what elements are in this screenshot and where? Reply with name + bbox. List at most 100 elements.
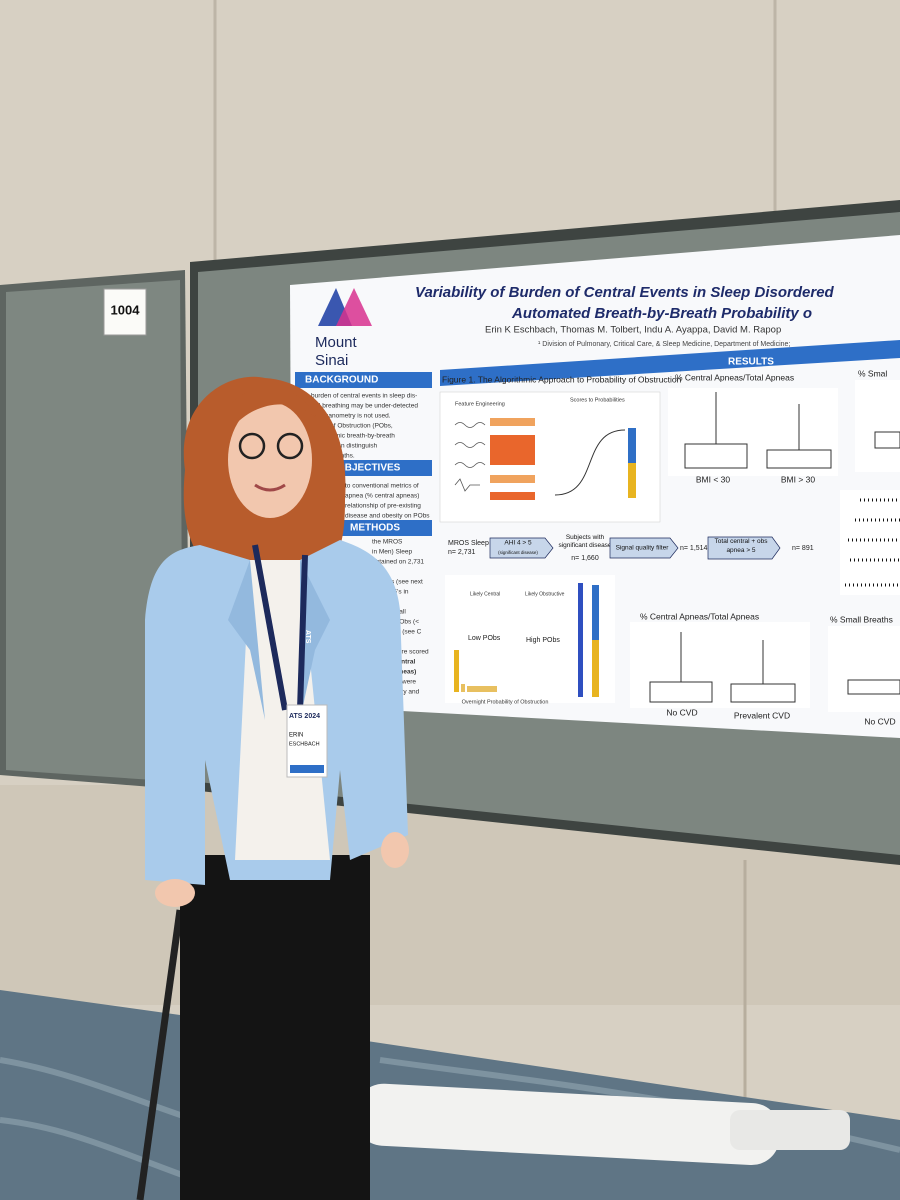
category-label: BMI > 30: [781, 474, 816, 484]
hist-bar: [461, 684, 465, 692]
logo-text: Mount: [315, 334, 358, 351]
text-line: apnea (% central apneas): [345, 493, 419, 500]
box: [847, 679, 900, 695]
hist-label: Likely Central: [470, 591, 500, 597]
badge-strip: [290, 765, 324, 773]
chart-frame: [855, 380, 900, 472]
flow-n: n= 2,731: [448, 549, 476, 556]
hist-label: High PObs: [526, 637, 560, 644]
hist-bar: [578, 583, 583, 697]
flow-box: Subjects with significant disease: [558, 534, 612, 549]
trousers: [180, 855, 370, 1200]
text-line: relationship of pre-existing: [345, 503, 421, 510]
chart-frame: [630, 622, 810, 708]
category-label: No CVD: [666, 707, 697, 717]
objectives-text: to conventional metrics of apnea (% cent…: [345, 483, 430, 520]
text-line: ordered breathing may be under-detected: [298, 403, 418, 410]
hist-label: Low PObs: [468, 635, 501, 642]
text-line: disease and obesity on PObs: [345, 513, 430, 520]
chart-frame: [828, 626, 900, 712]
text-line: Probability of Obstruction (PObs,: [298, 423, 393, 430]
sigmoid-curve: [554, 429, 626, 496]
hist-xlabel: Overnight Probability of Obstruction: [462, 699, 549, 705]
lanyard: [297, 554, 308, 711]
results-header: [440, 340, 900, 386]
hist-bar: [467, 686, 497, 692]
feature-box: [490, 435, 535, 465]
smile: [254, 483, 286, 492]
flow-box: Total central + obs apnea > 5: [714, 538, 768, 554]
text-line: phageal manometry is not used.: [298, 413, 391, 420]
chart-title: % Small Breaths: [830, 614, 893, 624]
chart-title: % Central Apneas/Total Apneas: [675, 372, 794, 382]
poster-tube: [730, 1110, 850, 1150]
text-line: is an algorithmic breath-by-breath: [298, 433, 395, 440]
badge-name: ERIN: [289, 733, 303, 739]
box: [874, 431, 900, 449]
text-line: at were scored: [386, 649, 429, 656]
lanyard: [252, 544, 288, 711]
hist-label: Likely Obstructive: [525, 591, 565, 597]
category-label: No CVD: [864, 716, 895, 726]
text-line: PObs (see next: [378, 579, 423, 586]
flow-label: MROS Sleep Visit 1: [448, 540, 510, 547]
poster-title: Variability of Burden of Central Events …: [415, 284, 835, 301]
feature-box: [490, 475, 535, 483]
section-heading: METHODS: [350, 523, 400, 534]
glasses: [276, 432, 304, 460]
flow-arrow: [609, 537, 679, 559]
text-line: the MROS: [372, 539, 403, 546]
chart-title: % Central Apneas/Total Apneas: [640, 611, 759, 621]
figure-panel: [439, 391, 661, 523]
hist-bar: [454, 650, 459, 692]
panel-label: Feature Engineering: [455, 401, 505, 407]
section-heading: BACKGROUND: [305, 375, 378, 386]
chart-title: % Smal: [858, 368, 887, 378]
easel-leg: [136, 909, 184, 1200]
feature-box: [490, 492, 535, 500]
text-line: in Men) Sleep: [372, 549, 412, 556]
badge-surname: ESCHBACH: [289, 741, 320, 747]
figure-caption: Figure 1. The Algorithmic Approach to Pr…: [442, 374, 682, 384]
hand: [381, 832, 409, 868]
colorbar: [628, 428, 636, 463]
face: [228, 402, 312, 518]
booth-number: 1004: [111, 302, 141, 317]
flow-n: (significant disease): [498, 550, 538, 555]
scatter-frame: [840, 490, 900, 595]
histogram-panel: [445, 575, 615, 703]
text-line: to conventional metrics of: [345, 483, 419, 490]
category-label: Prevalent CVD: [734, 710, 790, 720]
flow-arrow: [489, 537, 554, 559]
left-board-panel: [6, 280, 183, 782]
scatter-points: [845, 498, 900, 587]
hair: [230, 387, 318, 430]
badge-event: ATS 2024: [289, 713, 320, 720]
logo-text: Sinai: [315, 352, 348, 369]
panel-label: Scores to Probabilities: [570, 397, 625, 403]
section-header: [295, 372, 432, 388]
colorbar: [592, 640, 599, 697]
flow-n: n= 1,514: [680, 545, 708, 552]
logo-mark: [336, 288, 372, 326]
section-heading: OBJECTIVES: [337, 463, 401, 474]
chart-frame: [668, 388, 838, 476]
text-line: obtained on 2,731: [372, 559, 424, 566]
flow-n: n= 891: [792, 545, 814, 552]
text-line: The burden of central events in sleep di…: [298, 393, 417, 400]
glasses: [238, 432, 266, 460]
poster-authors: Erin K Eschbach, Thomas M. Tolbert, Indu…: [485, 325, 781, 336]
flow-arrow: [707, 536, 781, 560]
poster-tube: [355, 1083, 780, 1166]
signal-traces: [454, 422, 486, 492]
hand: [155, 879, 195, 907]
feature-box: [490, 418, 535, 426]
flow-n: n= 1,660: [571, 555, 599, 562]
section-heading: RESULTS: [728, 357, 774, 368]
flow-label: Total central + obs apnea > 5: [714, 538, 768, 554]
flow-label: Signal quality filter: [616, 545, 670, 552]
flow-label: Subjects with significant disease: [558, 534, 612, 549]
category-label: BMI < 30: [696, 474, 731, 484]
lanyard-text: ATS: [304, 630, 311, 644]
